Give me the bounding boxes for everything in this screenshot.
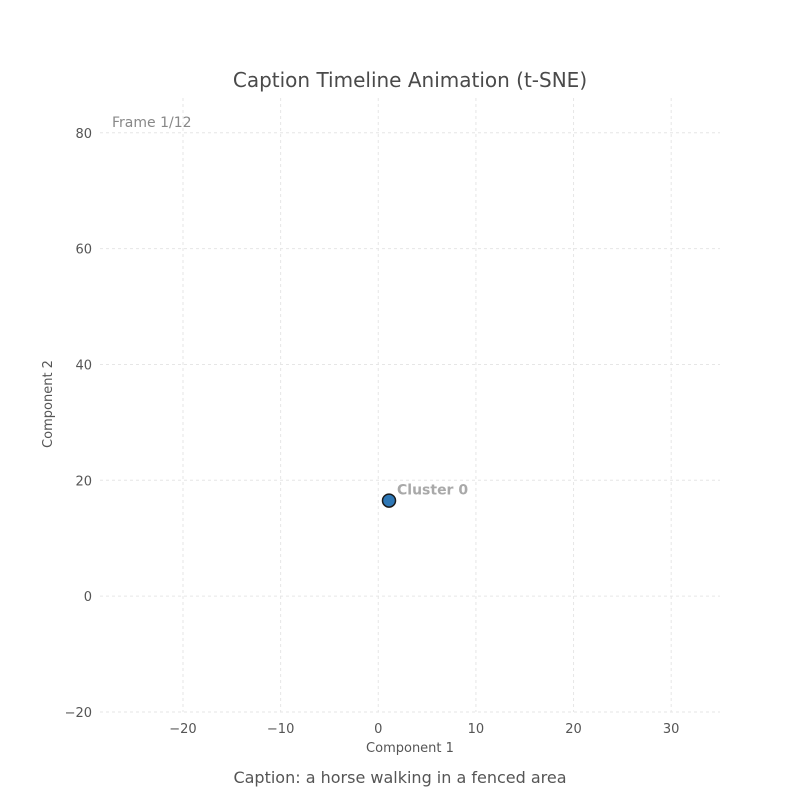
y-tick-label: 60 [75, 243, 92, 258]
y-tick-label: 80 [75, 127, 92, 142]
frame-label: Frame 1/12 [112, 115, 192, 131]
data-points: Cluster 0 [381, 483, 468, 508]
x-tick-label: 20 [565, 722, 582, 737]
point-label: Cluster 0 [397, 483, 468, 499]
x-tick-label: −20 [169, 722, 196, 737]
chart-title: Caption Timeline Animation (t-SNE) [233, 68, 587, 92]
caption-text: Caption: a horse walking in a fenced are… [233, 768, 566, 787]
x-tick-label: 30 [663, 722, 680, 737]
x-tick-labels: −20 −10 0 10 20 30 [169, 722, 679, 737]
x-tick-label: 0 [374, 722, 382, 737]
y-tick-label: −20 [65, 706, 92, 721]
y-axis-label: Component 2 [41, 360, 56, 448]
y-tick-labels: −20 0 20 40 60 80 [65, 127, 92, 721]
y-tick-label: 0 [84, 590, 92, 605]
scatter-point [381, 493, 397, 508]
y-tick-label: 20 [75, 474, 92, 489]
grid-lines [100, 98, 720, 713]
x-tick-label: 10 [468, 722, 485, 737]
y-tick-label: 40 [75, 358, 92, 373]
x-tick-label: −10 [267, 722, 294, 737]
x-axis-label: Component 1 [366, 741, 454, 756]
